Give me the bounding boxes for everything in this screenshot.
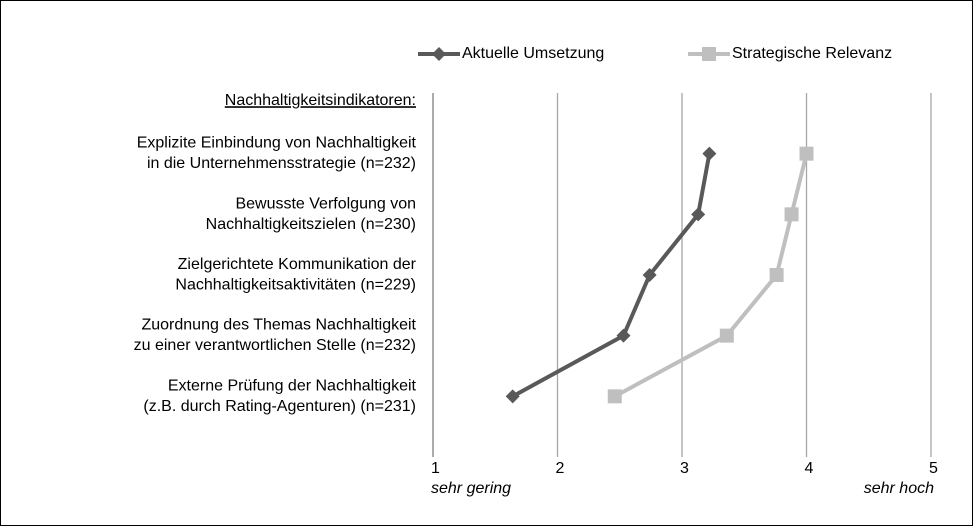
category-label: Zielgerichtete Kommunikation der <box>178 256 417 273</box>
x-tick-label: 4 <box>805 460 814 477</box>
data-point <box>799 146 814 161</box>
data-point <box>616 328 631 343</box>
x-tick-label: 3 <box>680 460 689 477</box>
category-label: Explizite Einbindung von Nachhaltigkeit <box>137 135 417 152</box>
category-label: Nachhaltigkeitsaktivitäten (n=229) <box>175 276 416 293</box>
data-point <box>784 207 799 222</box>
data-point <box>642 268 657 282</box>
axis-annotation: sehr hoch <box>864 480 934 497</box>
data-point <box>769 268 784 282</box>
data-point <box>691 207 706 222</box>
legend-label: Aktuelle Umsetzung <box>462 45 604 62</box>
legend-label: Strategische Relevanz <box>732 45 892 62</box>
category-label: Externe Prüfung der Nachhaltigkeit <box>168 377 417 394</box>
x-tick-label: 5 <box>929 460 938 477</box>
axis-annotation: sehr gering <box>431 480 511 497</box>
category-label: zu einer verantwortlichen Stelle (n=232) <box>134 337 416 354</box>
category-label: Nachhaltigkeitszielen (n=230) <box>206 216 416 233</box>
category-label: in die Unternehmensstrategie (n=232) <box>147 155 416 172</box>
x-tick-label: 2 <box>556 460 565 477</box>
data-point <box>607 389 622 404</box>
data-point <box>719 328 734 343</box>
category-label: Bewusste Verfolgung von <box>235 195 416 212</box>
data-point <box>505 389 520 404</box>
category-label: (z.B. durch Rating-Agenturen) (n=231) <box>143 398 416 415</box>
x-tick-label: 1 <box>431 460 440 477</box>
legend-marker <box>702 47 716 61</box>
heading: Nachhaltigkeitsindikatoren: <box>225 92 416 109</box>
category-label: Zuordnung des Themas Nachhaltigkeit <box>141 317 416 334</box>
data-point <box>702 146 717 161</box>
legend-marker <box>432 47 446 61</box>
